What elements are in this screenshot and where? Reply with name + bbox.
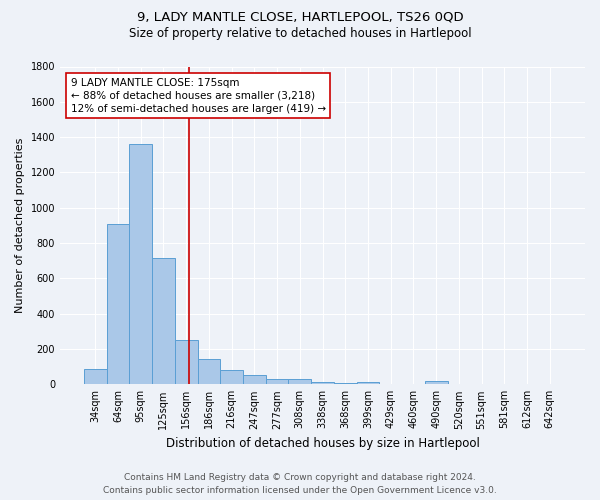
Bar: [130, 144, 152, 384]
Bar: [425, 381, 448, 384]
Text: Contains HM Land Registry data © Crown copyright and database right 2024.
Contai: Contains HM Land Registry data © Crown c…: [103, 474, 497, 495]
X-axis label: Distribution of detached houses by size in Hartlepool: Distribution of detached houses by size …: [166, 437, 479, 450]
Text: 9, LADY MANTLE CLOSE, HARTLEPOOL, TS26 0QD: 9, LADY MANTLE CLOSE, HARTLEPOOL, TS26 0…: [137, 10, 463, 23]
Bar: [266, 380, 289, 384]
Bar: [334, 383, 356, 384]
Bar: [107, 224, 130, 384]
Text: 9 LADY MANTLE CLOSE: 175sqm
← 88% of detached houses are smaller (3,218)
12% of : 9 LADY MANTLE CLOSE: 175sqm ← 88% of det…: [71, 78, 326, 114]
Bar: [243, 375, 266, 384]
Bar: [311, 382, 334, 384]
Bar: [175, 340, 197, 384]
Bar: [84, 370, 107, 384]
Bar: [356, 382, 379, 384]
Bar: [152, 258, 175, 384]
Bar: [197, 358, 220, 384]
Bar: [220, 370, 243, 384]
Bar: [289, 379, 311, 384]
Text: Size of property relative to detached houses in Hartlepool: Size of property relative to detached ho…: [128, 28, 472, 40]
Y-axis label: Number of detached properties: Number of detached properties: [15, 138, 25, 313]
